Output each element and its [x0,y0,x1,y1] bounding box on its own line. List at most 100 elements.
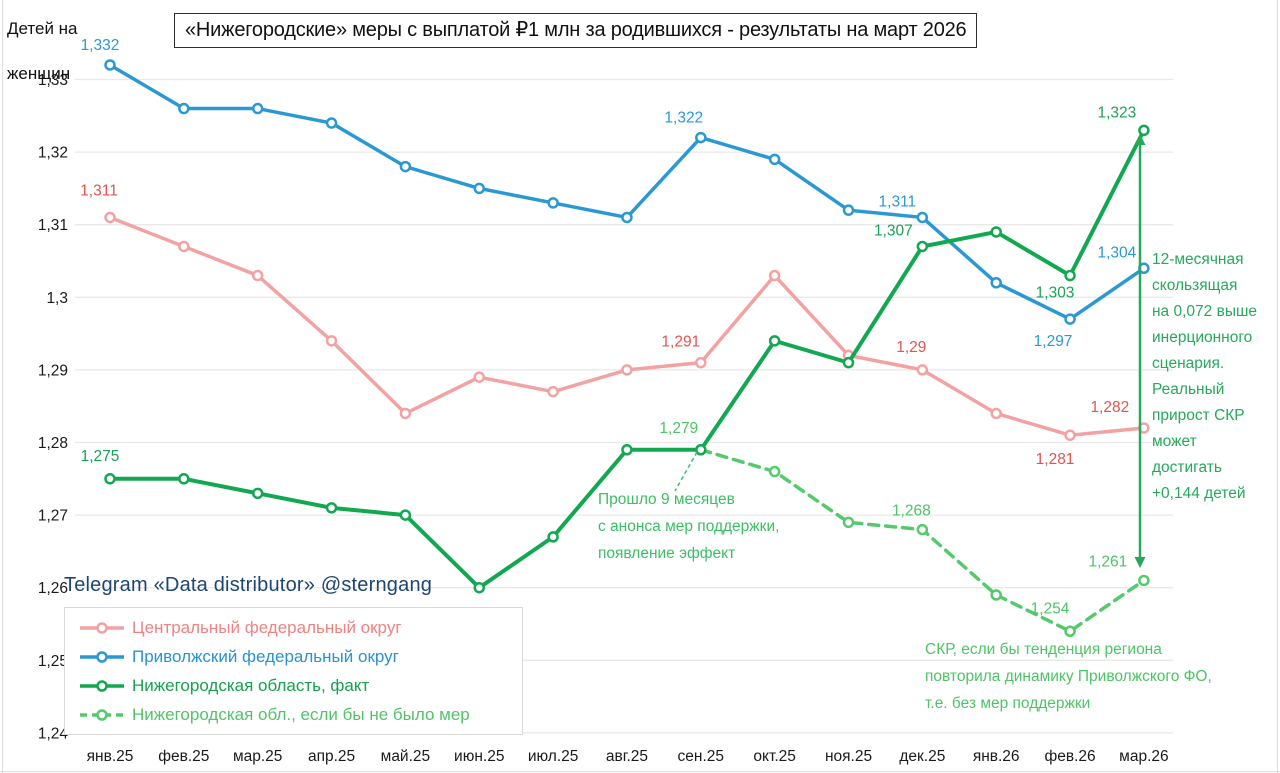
data-point [1138,574,1150,587]
chart-title: «Нижегородские» меры с выплатой ₽1 млн з… [174,13,978,48]
data-point [399,407,412,420]
data-point [768,269,781,282]
data-point [473,371,485,383]
data-point [916,364,929,376]
data-point [547,197,559,209]
y-tick-label: 1,32 [38,145,68,162]
y-tick-label: 1,28 [38,435,68,452]
series-line [108,215,1146,437]
legend-marker [80,650,124,663]
x-tick-label: фев.26 [1044,748,1095,765]
data-point [325,502,338,514]
data-point [621,364,633,376]
data-point [916,211,929,224]
legend-item: Центральный федеральный округ [79,618,522,638]
x-tick-label: мар.26 [1119,748,1168,765]
legend-marker [80,621,124,634]
legend-marker [80,708,124,721]
y-tick-label: 1,26 [38,580,68,597]
data-point [768,153,781,166]
data-point [916,240,929,253]
legend-label: Нижегородская область, факт [132,675,370,695]
legend-item: Нижегородская обл., если бы не было мер [79,705,522,725]
data-label: 1,323 [1098,104,1137,121]
data-label: 1,291 [661,334,700,351]
data-point [325,335,338,347]
data-point [251,487,264,500]
x-tick-label: фев.25 [158,748,209,765]
y-tick-label: 1,25 [38,653,68,670]
data-point [1064,313,1076,325]
legend-label: Приволжский федеральный округ [132,646,399,666]
x-tick-label: июн.25 [454,748,504,765]
x-tick-label: авг.25 [606,748,648,765]
data-point [547,531,559,543]
data-point [251,269,264,282]
data-point [621,444,633,456]
legend-label: Центральный федеральный округ [132,617,402,637]
annotation-moving-average: 12-месячная скользящая на 0,072 выше ине… [1152,251,1258,502]
data-label: 1,281 [1036,451,1075,468]
data-point [990,589,1002,601]
data-label: 1,307 [874,222,913,239]
y-tick-label: 1,29 [38,362,68,379]
y-tick-label: 1,31 [38,217,68,234]
x-tick-label: ноя.25 [825,748,872,765]
legend-item: Приволжский федеральный округ [79,647,522,667]
gap-arrow-head-top [1134,134,1146,145]
data-point [842,516,855,529]
x-tick-label: янв.26 [973,748,1020,765]
bottom-border [0,771,1280,772]
data-point [251,102,264,115]
data-point [695,131,707,144]
y-tick-label: 1,3 [46,290,68,307]
right-border [1277,0,1278,773]
x-tick-label: апр.25 [308,748,355,765]
annotation-effect-start: Прошло 9 месяцев с анонса мер поддержки,… [598,491,780,562]
data-point [104,59,116,71]
data-point [1064,625,1076,638]
x-tick-label: сен.25 [678,748,724,765]
data-label: 1,303 [1036,285,1075,302]
y-tick-label: 1,24 [38,725,69,742]
data-point [547,385,559,398]
data-point [104,211,116,224]
watermark-telegram: Telegram «Data distributor» @sterngang [64,574,433,596]
legend-marker [80,679,124,692]
data-point [695,444,707,456]
data-point [1064,269,1076,282]
y-tick-label: 1,33 [38,72,68,89]
data-label: 1,279 [659,420,698,437]
x-tick-label: дек.25 [899,748,945,765]
data-point [695,356,707,369]
x-tick-label: май.25 [381,748,430,765]
data-label: 1,304 [1098,244,1137,261]
data-label: 1,311 [879,193,917,210]
data-point [178,240,190,253]
data-point [473,182,485,195]
data-point [399,509,412,521]
data-label: 1,282 [1091,399,1130,416]
gap-arrow-head-bottom [1134,557,1146,568]
data-point [768,335,781,347]
data-point [916,523,929,536]
y-axis-title: Детей на женщин [7,19,78,83]
data-label: 1,29 [896,339,926,356]
data-point [104,473,116,485]
data-point [621,211,633,224]
data-point [178,473,190,485]
left-border [2,0,3,773]
annotation-counterfactual: СКР, если бы тенденция региона повторила… [925,641,1212,712]
data-point [990,226,1002,238]
data-point [473,581,485,594]
y-tick-label: 1,27 [38,508,68,525]
data-label: 1,268 [892,503,931,520]
data-point [325,117,338,129]
legend-label: Нижегородская обл., если бы не было мер [132,704,470,724]
x-tick-label: окт.25 [753,748,796,765]
data-label: 1,261 [1089,553,1128,570]
data-point [990,407,1002,420]
annotation-leader-line [674,451,698,492]
